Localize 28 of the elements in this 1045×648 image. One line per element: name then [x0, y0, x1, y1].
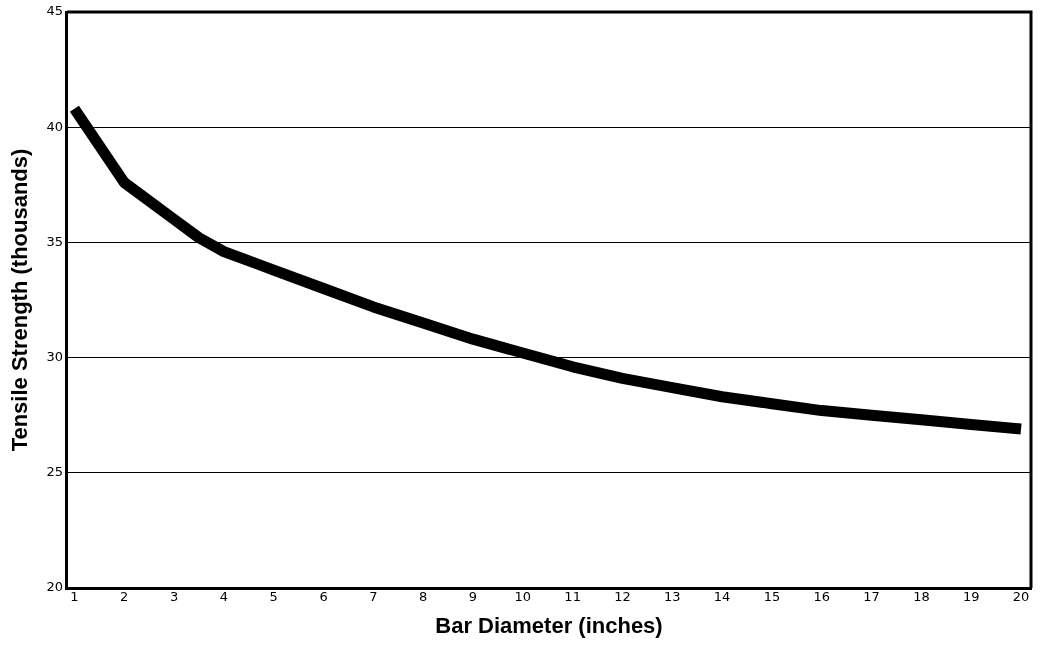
x-tick-label: 11: [564, 589, 581, 605]
y-axis-title: Tensile Strength (thousands): [7, 148, 33, 452]
x-tick-label: 20: [1012, 589, 1030, 605]
x-tick-label: 2: [120, 589, 129, 605]
x-tick-label: 7: [369, 589, 378, 605]
x-tick-label: 15: [763, 589, 781, 605]
x-tick-label: 6: [319, 589, 328, 605]
x-tick-label: 13: [664, 589, 681, 605]
x-tick-label: 19: [962, 589, 980, 605]
y-tick-label: 25: [46, 464, 63, 480]
y-tick-label: 45: [46, 3, 63, 19]
y-tick-label: 30: [46, 348, 63, 364]
y-tick-label: 35: [46, 233, 63, 249]
x-tick-label: 18: [913, 589, 930, 605]
x-tick-label: 16: [813, 589, 831, 605]
x-tick-label: 12: [614, 589, 631, 605]
x-axis-title: Bar Diameter (inches): [435, 612, 663, 638]
x-tick-label: 9: [468, 589, 478, 605]
x-tick-label: 10: [514, 589, 532, 605]
y-tick-label: 40: [46, 118, 63, 134]
x-tick-label: 3: [169, 589, 179, 605]
x-tick-label: 4: [219, 589, 229, 605]
x-tick-label: 8: [419, 589, 428, 605]
x-tick-label: 14: [713, 589, 731, 605]
x-tick-label: 1: [70, 589, 79, 605]
y-tick-label: 20: [46, 579, 63, 595]
x-tick-label: 17: [863, 589, 880, 605]
x-tick-label: 5: [269, 589, 278, 605]
